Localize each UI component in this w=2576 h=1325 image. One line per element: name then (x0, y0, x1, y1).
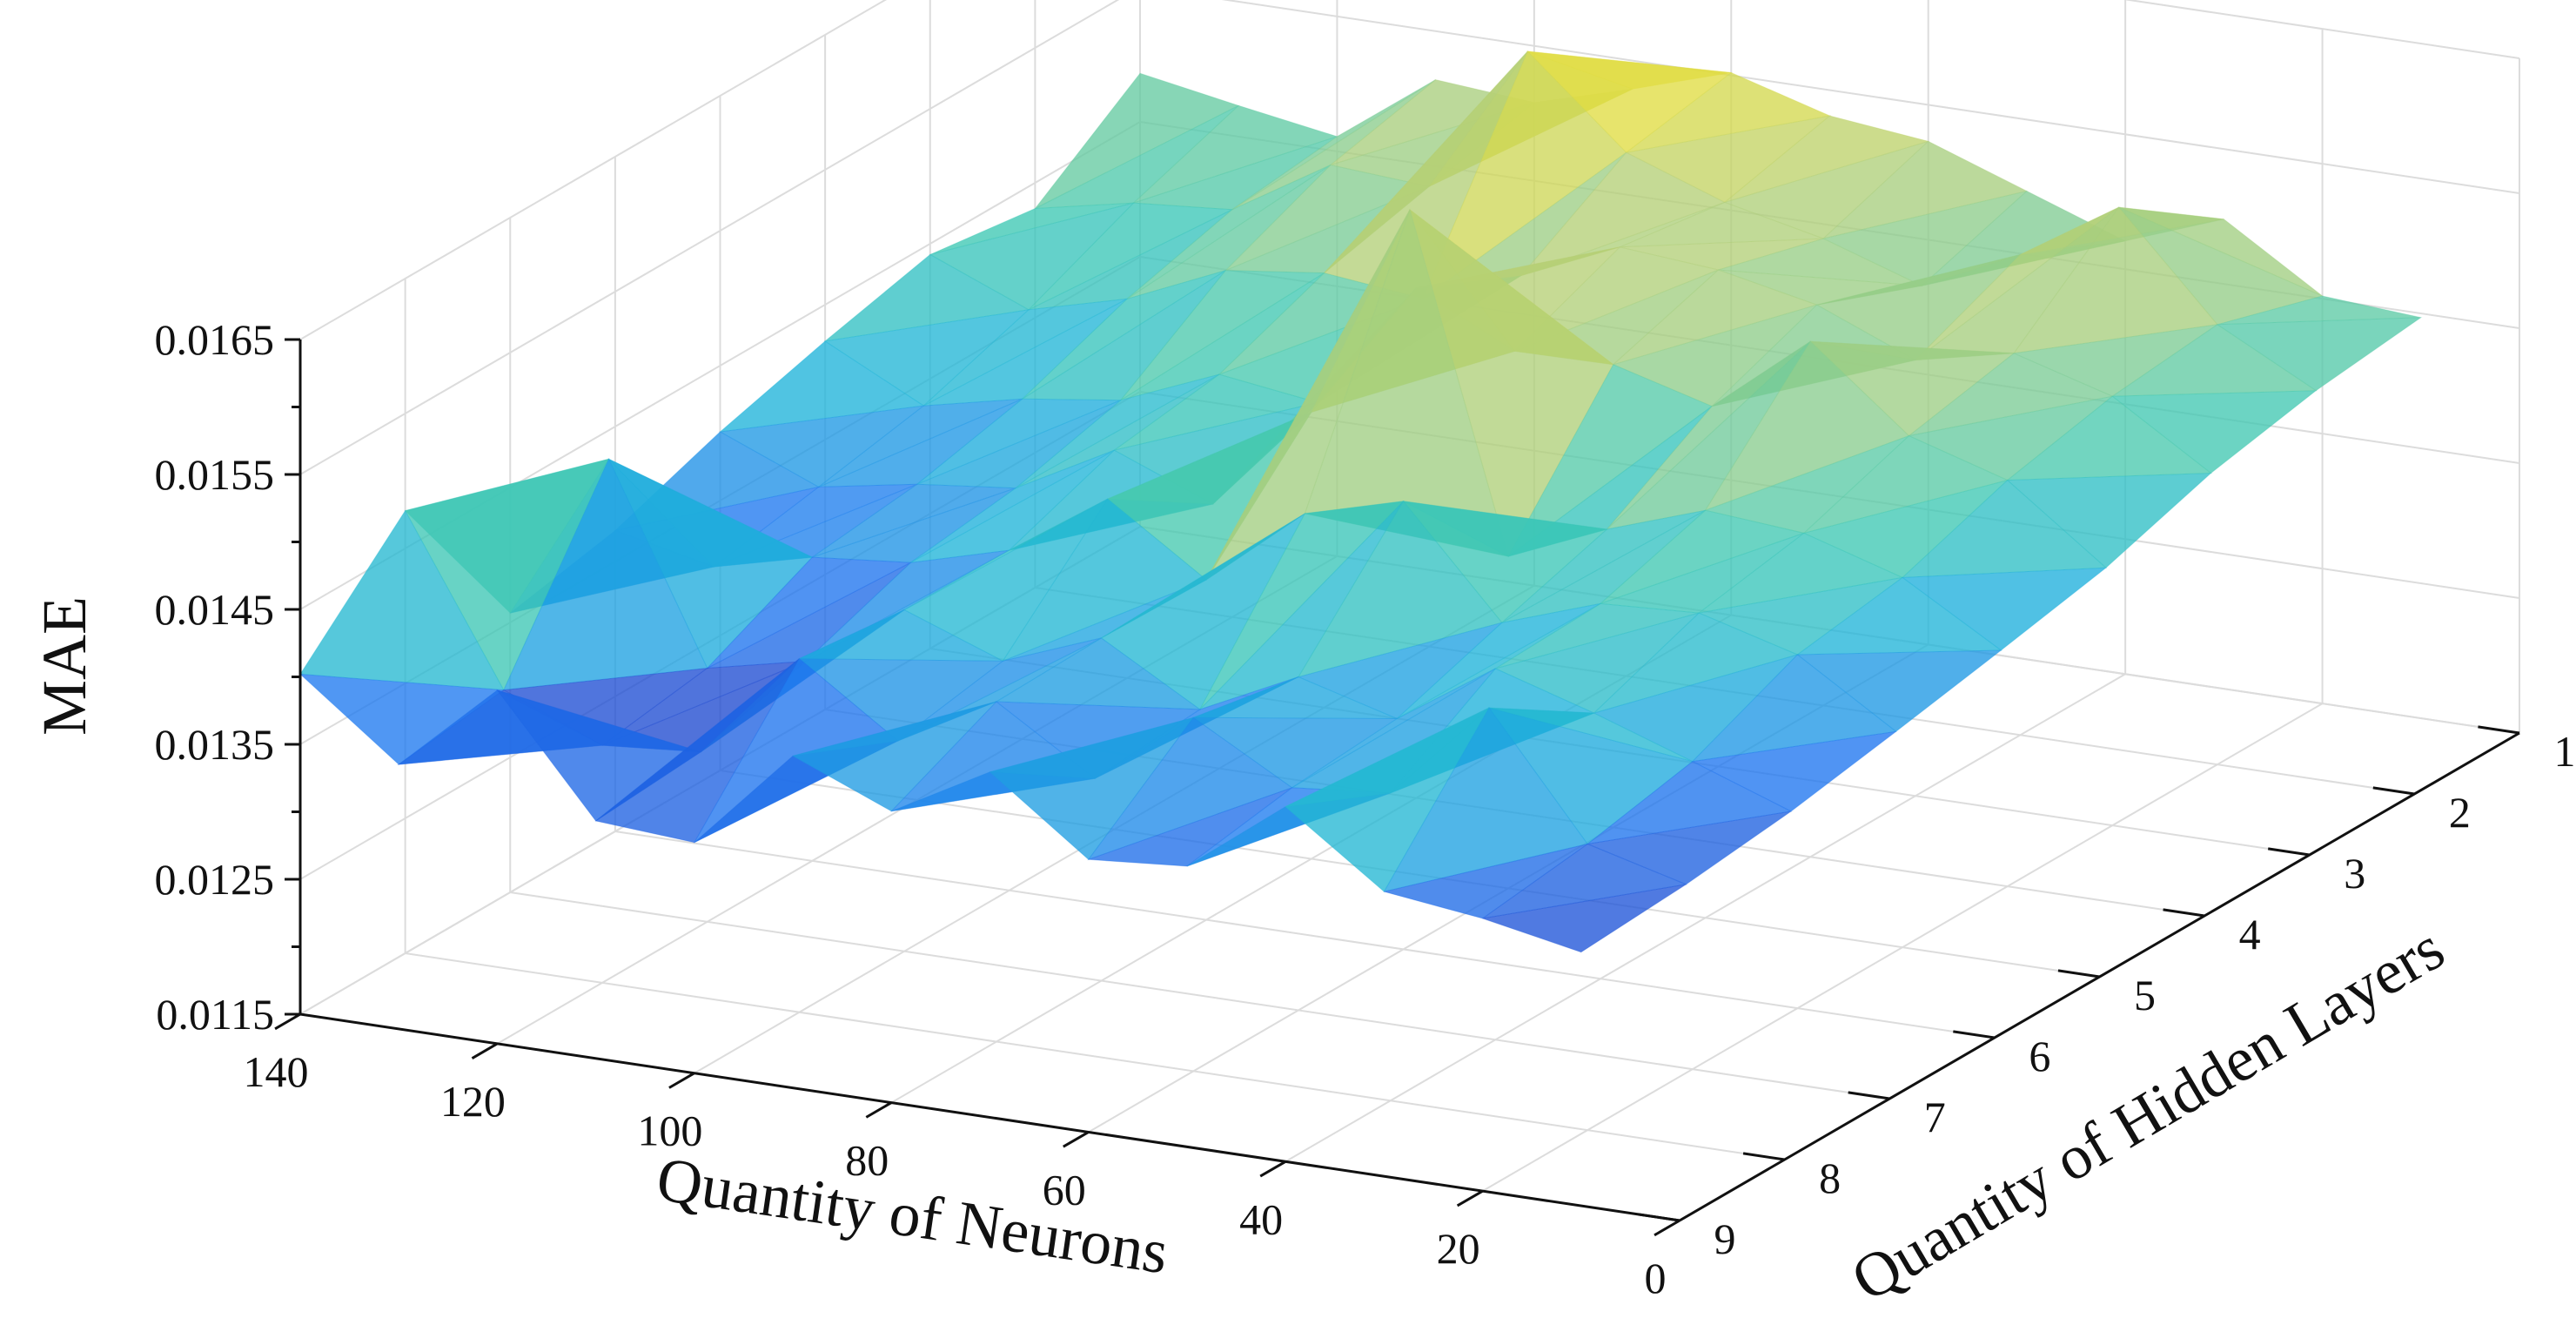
x-tick (1063, 1131, 1090, 1148)
y-tick-label: 5 (2134, 971, 2156, 1019)
z-axis-label: MAE (30, 596, 99, 736)
surface-facet (707, 556, 913, 669)
y-tick (1953, 1030, 1996, 1039)
y-tick (1742, 1152, 1785, 1161)
surface-facet (718, 340, 925, 433)
surface-layer (299, 50, 2423, 953)
surface-facet (995, 637, 1202, 710)
x-tick (865, 1101, 893, 1119)
surface-facet (1231, 79, 1436, 211)
x-tick-label: 100 (637, 1106, 702, 1155)
z-tick-label: 0.0165 (155, 315, 275, 364)
y-tick (1848, 1091, 1890, 1100)
x-tick (471, 1042, 499, 1059)
surface-facet (1199, 501, 1405, 710)
y-tick-label: 1 (2554, 727, 2576, 776)
surface-facet (1586, 810, 1792, 885)
x-tick-label: 40 (1239, 1194, 1283, 1243)
surface-facet (910, 449, 1115, 563)
surface-facet (1507, 364, 1714, 557)
back-wall-gridline-z (2123, 0, 2520, 59)
x-tick-label: 20 (1437, 1224, 1480, 1273)
x-tick-label: 0 (1645, 1254, 1667, 1302)
surface-facet (823, 253, 1030, 342)
y-tick-label: 7 (1924, 1093, 1946, 1141)
x-axis-line (299, 1012, 1680, 1222)
y-tick-label: 4 (2239, 910, 2261, 958)
x-tick-label: 140 (244, 1047, 309, 1096)
y-tick (2267, 847, 2310, 857)
x-tick (1259, 1160, 1286, 1178)
y-tick-label: 2 (2449, 788, 2471, 837)
surface-facet (1028, 202, 1234, 311)
y-tick (2372, 786, 2415, 796)
back-wall-gridline-z (1221, 0, 2520, 194)
y-tick (2163, 908, 2205, 918)
z-tick-label: 0.0115 (156, 990, 274, 1039)
surface-facet (1087, 716, 1293, 861)
surface-facet (1482, 884, 1687, 953)
y-tick-label: 9 (1714, 1214, 1736, 1263)
y-tick (2057, 969, 2100, 979)
surface-facet (1120, 270, 1326, 401)
y-tick-label: 6 (2029, 1032, 2050, 1080)
x-axis-label: Quantity of Neurons (653, 1144, 1172, 1288)
floor-gridline-y (614, 831, 1996, 1039)
x-tick-label: 60 (1043, 1165, 1086, 1214)
z-tick-label: 0.0145 (155, 585, 275, 634)
surface-facet (1285, 706, 1491, 892)
y-tick-label: 3 (2344, 849, 2365, 898)
surface-facet (1482, 843, 1688, 919)
axes-layer: 0.0115 0.0125 0.0135 0.0145 0.0155 0.0165 0 20 4… (155, 315, 2576, 1302)
surface-facet (1901, 567, 2108, 651)
z-tick-label: 0.0125 (155, 855, 275, 904)
surface-facet (1605, 340, 1811, 530)
x-tick (274, 1012, 301, 1031)
x-tick (1456, 1189, 1484, 1207)
surface-facet (1421, 50, 1627, 300)
surface-facet (1501, 509, 1706, 623)
surface-facet (799, 609, 1003, 662)
y-tick-label: 8 (1819, 1153, 1841, 1202)
surface-facet (1625, 115, 1832, 203)
x-tick (668, 1072, 695, 1089)
surface-facet (1519, 151, 1727, 277)
x-tick-label: 80 (845, 1136, 889, 1185)
floor-gridline-y (510, 891, 1890, 1100)
surface-facet (1698, 532, 1904, 614)
left-wall-gridline-z (299, 0, 888, 340)
x-tick (1654, 1219, 1680, 1237)
surface-facet (1691, 730, 1897, 812)
surface-facet (1384, 844, 1588, 919)
y-tick (2478, 725, 2520, 735)
y-tick (1638, 1213, 1680, 1222)
surface-facet (1909, 353, 2114, 437)
z-tick-label: 0.0135 (155, 720, 275, 769)
floor-gridline-y (405, 952, 1785, 1160)
surface-facet (1803, 435, 2009, 534)
z-tick-label: 0.0155 (155, 450, 275, 499)
left-wall-gridline-z (299, 0, 1120, 475)
surface-facet (929, 202, 1134, 255)
surface-facet (1915, 206, 2120, 360)
x-tick-label: 120 (440, 1077, 506, 1126)
